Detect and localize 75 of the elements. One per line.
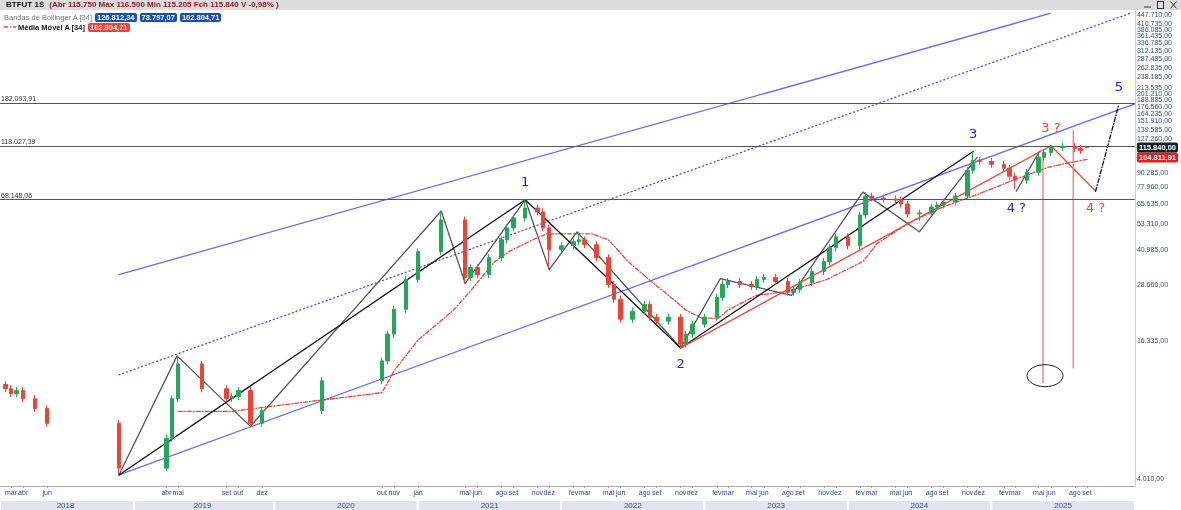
candlestick	[977, 156, 982, 166]
candlestick	[594, 240, 599, 262]
x2-tick-label: 2021	[480, 501, 499, 510]
x2-tick-label: 2018	[56, 501, 76, 510]
annotation: 4 ?	[1006, 199, 1026, 215]
candlestick	[666, 313, 671, 326]
candlestick	[684, 330, 688, 348]
candlestick	[475, 263, 480, 279]
candlestick	[511, 214, 516, 232]
candlestick	[690, 320, 695, 339]
candlestick	[941, 198, 946, 210]
candlestick	[45, 404, 49, 428]
candlestick	[846, 232, 850, 250]
candlestick	[547, 224, 551, 271]
candlestick	[630, 307, 635, 324]
x2-tick-label: 2020	[336, 501, 356, 510]
candlestick	[523, 199, 527, 222]
candlestick	[200, 360, 204, 393]
candlestick	[468, 263, 473, 282]
candlestick	[320, 376, 324, 415]
x2-tick-label: 2024	[910, 501, 929, 510]
candlestick	[749, 280, 754, 291]
candlestick	[33, 394, 37, 413]
candlestick	[487, 253, 491, 279]
candlestick	[953, 192, 958, 207]
x2-tick-label: 2022	[623, 501, 643, 510]
candlestick	[798, 278, 802, 294]
candlestick	[404, 275, 408, 314]
candlestick	[559, 241, 564, 254]
candlestick	[773, 273, 778, 286]
candlestick	[917, 209, 922, 222]
candlestick	[1049, 144, 1053, 157]
x2-tick-label: 2023	[767, 501, 786, 510]
candlestick	[869, 192, 874, 203]
candlestick	[791, 285, 796, 297]
candlestick	[230, 392, 234, 403]
chart-subtitle: (Abr 115.750 Máx 116.500 Min 115.205 Fch 115.840 V -0,98% )	[49, 0, 279, 9]
candlestick	[416, 247, 420, 284]
annotation: 2	[676, 356, 685, 372]
annotation: 4 ?	[1085, 199, 1106, 215]
candlestick	[702, 313, 707, 329]
candlestick	[905, 200, 910, 218]
candlestick	[14, 386, 19, 398]
candlestick	[762, 273, 766, 284]
candlestick	[236, 386, 241, 401]
candlestick	[881, 194, 886, 204]
candlestick	[392, 305, 396, 339]
annotation: 5	[1114, 79, 1123, 95]
annotation: 3	[969, 125, 978, 141]
candlestick	[989, 157, 994, 169]
candlestick	[738, 277, 742, 289]
candlestick	[1085, 146, 1089, 149]
candlestick	[642, 300, 647, 316]
candlestick	[117, 419, 121, 476]
candlestick	[755, 275, 759, 291]
candlestick	[834, 232, 838, 252]
x2-tick-label: 2025	[1054, 501, 1073, 510]
candlestick	[439, 210, 443, 256]
candlestick	[786, 277, 790, 296]
candlestick	[176, 355, 180, 403]
candlestick	[648, 300, 652, 322]
chart-title: BTFUT 1S	[6, 0, 45, 9]
candlestick	[654, 313, 659, 326]
annotation: 3 ?	[1041, 120, 1061, 136]
candlestick	[21, 386, 25, 403]
candlestick	[463, 216, 467, 284]
candlestick	[618, 295, 623, 324]
candlestick	[1060, 142, 1065, 152]
candlestick	[260, 406, 264, 428]
x2-tick-label: 2019	[193, 501, 213, 510]
candlestick	[810, 267, 814, 287]
annotation: 1	[521, 174, 530, 190]
candlestick	[582, 235, 587, 249]
candlestick	[1025, 168, 1029, 185]
candlestick	[224, 384, 229, 403]
